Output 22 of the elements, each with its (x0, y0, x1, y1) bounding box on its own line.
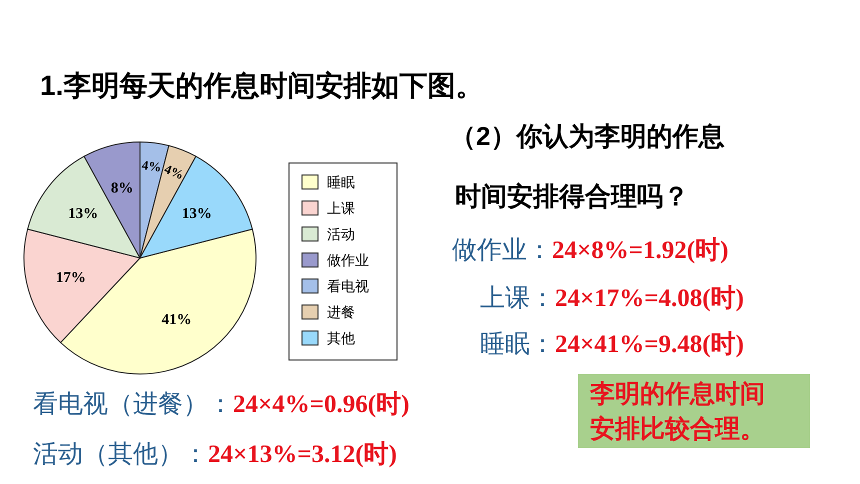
legend-label: 上课 (327, 200, 355, 216)
text: 做作业：24×8%=1.92(时) (452, 236, 728, 264)
chart-title: 1.李明每天的作息时间安排如下图。 (40, 70, 484, 101)
legend-label: 睡眠 (327, 174, 355, 190)
data-label: 13% (68, 206, 98, 222)
legend-label: 进餐 (327, 304, 355, 320)
text: 睡眠：24×41%=9.48(时) (480, 330, 744, 358)
text: （2）你认为李明的作息时间安排得合理吗？ (450, 121, 724, 211)
legend-label: 其他 (327, 330, 355, 346)
text: 看电视（进餐）：24×4%=0.96(时) (33, 390, 410, 418)
text: 上课：24×17%=4.08(时) (480, 284, 744, 312)
text: 李明的作息时间安排比较合理。 (589, 380, 765, 443)
data-label: 8% (110, 180, 134, 196)
data-label: 41% (162, 312, 192, 328)
legend-label: 做作业 (327, 252, 369, 268)
data-label: 17% (56, 270, 86, 286)
legend-label: 活动 (327, 226, 355, 242)
text: 活动（其他）：24×13%=3.12(时) (33, 440, 397, 468)
legend-label: 看电视 (327, 278, 369, 294)
data-label: 4% (141, 157, 162, 175)
data-label: 4% (162, 161, 186, 182)
data-label: 13% (182, 206, 212, 222)
